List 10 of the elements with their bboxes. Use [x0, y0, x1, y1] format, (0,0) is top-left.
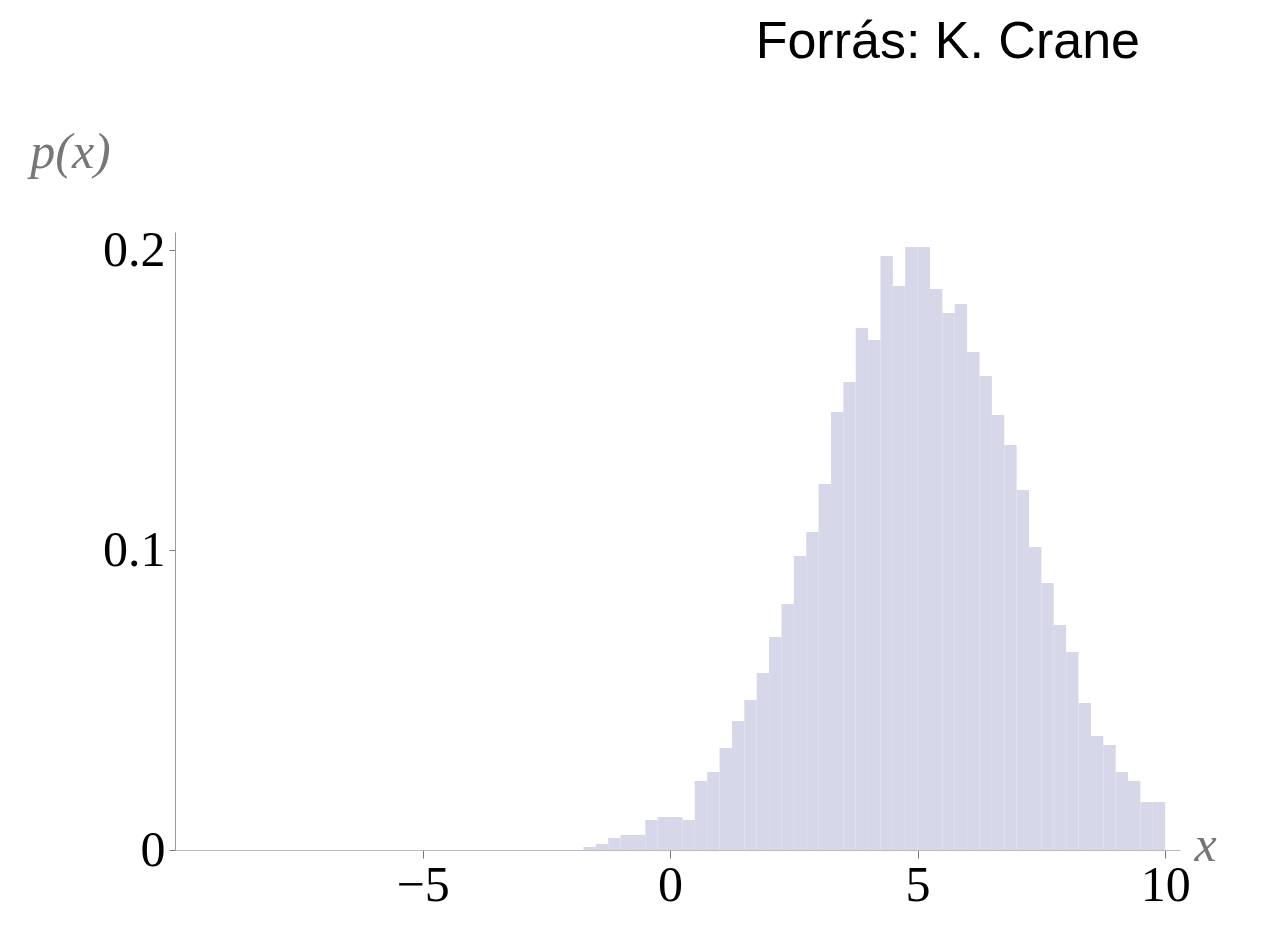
y-tick-label: 0.2 — [103, 220, 166, 277]
x-tick-label: 0 — [658, 855, 684, 912]
x-tick-label: 10 — [1140, 855, 1191, 912]
text: Forrás: K. Crane — [755, 11, 1140, 69]
y-tick-label: 0.1 — [103, 520, 166, 577]
x-axis-title: x — [1193, 815, 1217, 872]
x-tick-label: −5 — [396, 855, 450, 912]
y-tick-label: 0 — [140, 820, 166, 877]
x-tick-label: 5 — [905, 855, 931, 912]
y-axis-title: p(x) — [27, 122, 111, 179]
